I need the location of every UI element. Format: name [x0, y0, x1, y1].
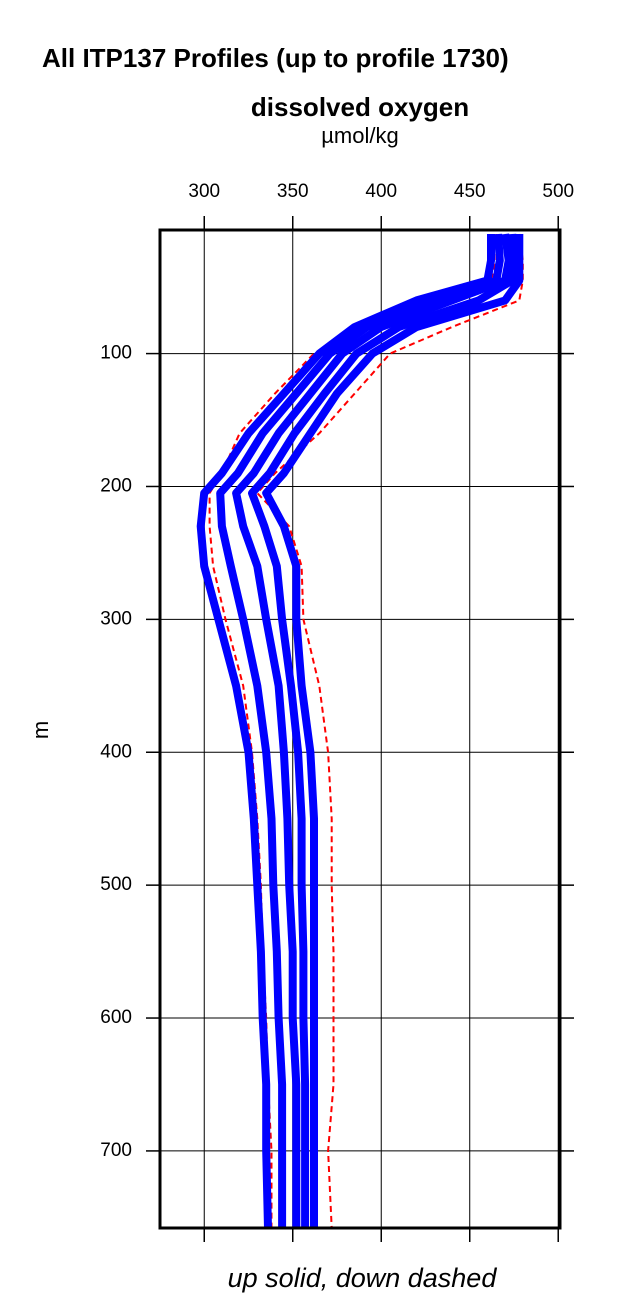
y-axis-label: m — [28, 721, 53, 739]
y-tick-label: 100 — [100, 343, 132, 364]
y-tick-label: 500 — [100, 874, 132, 895]
profile-line — [208, 234, 498, 1228]
caption: up solid, down dashed — [228, 1263, 498, 1293]
profile-line — [256, 233, 524, 1229]
y-tick-label: 700 — [100, 1140, 132, 1161]
y-tick-label: 400 — [100, 741, 132, 762]
x-tick-label: 500 — [542, 181, 574, 202]
y-tick-label: 300 — [100, 608, 132, 629]
chart-subtitle: dissolved oxygen — [251, 92, 469, 122]
x-axis-label: µmol/kg — [321, 123, 398, 148]
profile-line — [248, 233, 518, 1228]
x-tick-label: 450 — [454, 181, 486, 202]
x-tick-label: 350 — [277, 181, 309, 202]
chart-title: All ITP137 Profiles (up to profile 1730) — [42, 43, 509, 73]
x-tick-label: 400 — [365, 181, 397, 202]
y-tick-label: 600 — [100, 1007, 132, 1028]
plot-frame — [158, 228, 562, 1230]
profile-line — [196, 234, 495, 1229]
y-tick-label: 200 — [100, 475, 132, 496]
profile-line — [216, 233, 504, 1228]
profile-line — [262, 234, 524, 1228]
profile-line — [232, 233, 513, 1228]
x-tick-label: 300 — [188, 181, 220, 202]
